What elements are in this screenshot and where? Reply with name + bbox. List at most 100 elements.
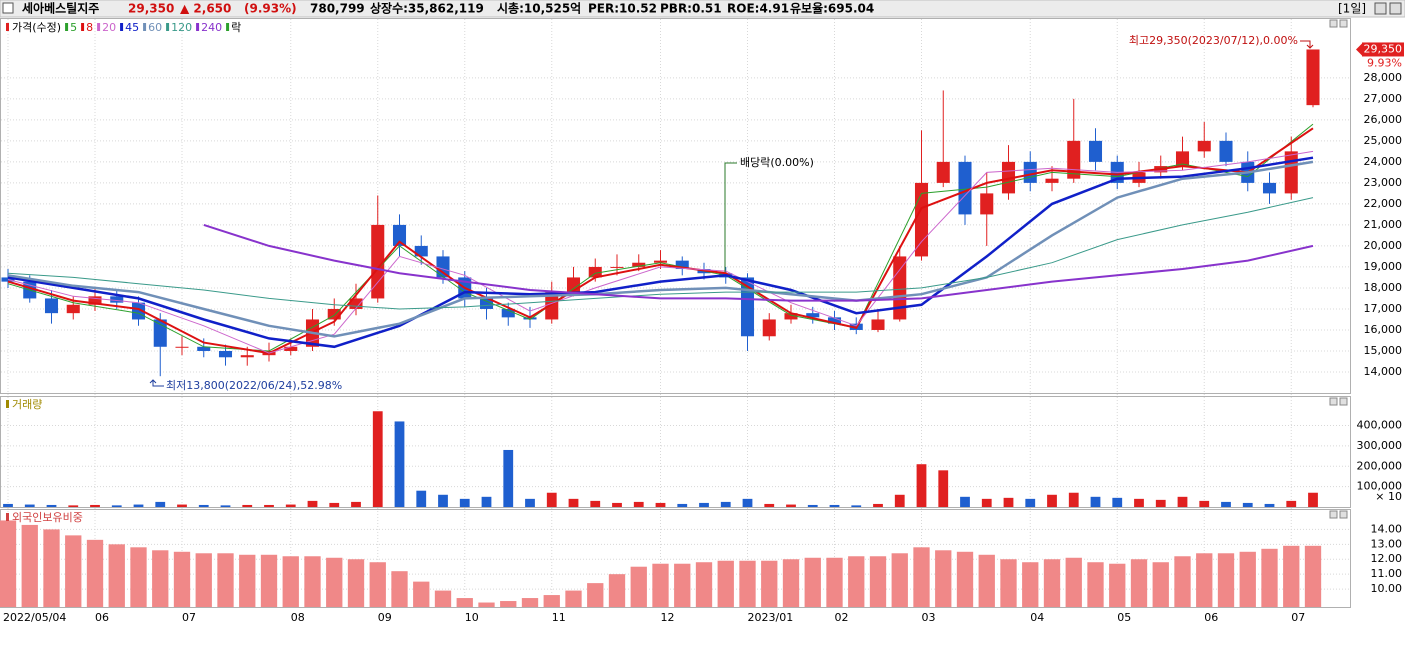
candle-body [110, 296, 124, 303]
bar [1286, 500, 1297, 507]
bar [717, 560, 734, 607]
change-tag: 9.93% [1367, 56, 1402, 69]
candle-body [1262, 182, 1277, 194]
candle-body [632, 262, 646, 267]
bar [217, 553, 234, 607]
bar [347, 559, 365, 607]
moving-average [7, 160, 1314, 338]
candle-body [371, 224, 385, 299]
legend-label: 240 [201, 21, 222, 34]
candle-body [284, 346, 298, 351]
price-tag-pointer [1356, 43, 1362, 56]
bar [804, 557, 821, 607]
bar [1283, 545, 1300, 607]
panel-close[interactable] [1339, 510, 1348, 519]
bar [742, 498, 753, 507]
bar [500, 601, 517, 607]
y-tick-label: 21,000 [1364, 218, 1403, 231]
bar [1134, 498, 1144, 507]
bar [546, 492, 557, 507]
panel-title-marker [6, 400, 9, 408]
bar [739, 560, 756, 607]
candle-body [1219, 140, 1233, 162]
bar [1261, 548, 1278, 607]
price-tag-box [1362, 42, 1404, 57]
restore-button[interactable] [1374, 2, 1387, 15]
bar [1264, 503, 1275, 507]
bar [565, 590, 582, 607]
bar [43, 529, 60, 607]
bar [24, 504, 35, 507]
bar [65, 535, 82, 607]
panel-minimize[interactable] [1329, 19, 1338, 28]
panel-close[interactable] [1339, 19, 1348, 28]
y-tick-label: 16,000 [1364, 323, 1403, 336]
candle-body [175, 346, 189, 348]
legend-marker [143, 23, 147, 31]
candle-body [1306, 49, 1320, 106]
bar [285, 504, 296, 507]
header-icon[interactable] [2, 2, 14, 14]
bar [590, 500, 601, 507]
bar [956, 551, 974, 607]
y-tick-label: 27,000 [1364, 92, 1403, 105]
y-tick-label: 18,000 [1364, 281, 1403, 294]
market-cap: 시총:10,525억 [497, 1, 581, 16]
candle-body [414, 245, 428, 257]
bar [195, 553, 212, 607]
bar [981, 498, 992, 507]
candle-body [1284, 151, 1298, 194]
bar [1199, 500, 1210, 507]
candle-body [197, 346, 211, 351]
period-button[interactable]: [1일] [1338, 2, 1366, 16]
high-arrow [1300, 40, 1314, 49]
y-tick-label: 17,000 [1364, 302, 1403, 315]
bar [503, 449, 514, 507]
bar [655, 502, 666, 507]
bar [1217, 553, 1235, 607]
candle-body [1001, 161, 1016, 194]
unit-label: × 10 [1375, 490, 1402, 503]
bar [1112, 497, 1123, 507]
y-tick-label: 24,000 [1364, 155, 1403, 168]
bar [456, 598, 473, 607]
reserve: 유보율:695.04 [790, 2, 874, 16]
bar [720, 501, 731, 507]
bar [1155, 499, 1166, 507]
legend-marker [120, 23, 124, 31]
bar [807, 504, 818, 507]
legend-marker [81, 23, 85, 31]
bar [695, 562, 713, 607]
bar [46, 504, 57, 507]
bar [481, 496, 492, 507]
x-tick-label: 12 [661, 611, 675, 624]
y-tick-label: 12.00 [1371, 552, 1403, 565]
candle-body [1088, 140, 1103, 162]
panel-minimize[interactable] [1329, 510, 1338, 519]
bar [86, 539, 104, 607]
bar [1043, 559, 1061, 607]
bar [829, 504, 840, 507]
high-annotation: 최고29,350(2023/07/12),0.00% [1129, 34, 1298, 47]
x-tick-label: 03 [922, 611, 936, 624]
bar [1242, 502, 1253, 507]
panel-close[interactable] [1339, 397, 1348, 406]
candle-body [827, 317, 842, 324]
bar [329, 502, 340, 507]
legend-label: 가격(수정) [12, 21, 61, 34]
bar [630, 566, 647, 607]
legend-label: 45 [125, 21, 139, 34]
bar [459, 498, 470, 507]
y-tick-label: 23,000 [1364, 176, 1403, 189]
bar [978, 554, 995, 607]
moving-average [7, 197, 1314, 310]
bar [786, 504, 796, 507]
low-annotation: 최저13,800(2022/06/24),52.98% [166, 379, 342, 392]
y-tick-label: 28,000 [1364, 71, 1403, 84]
dividend-line [724, 162, 737, 272]
close-button[interactable] [1389, 2, 1402, 15]
legend-marker [166, 23, 170, 31]
candle-body [501, 308, 515, 318]
panel-minimize[interactable] [1329, 397, 1338, 406]
bar [891, 553, 908, 607]
